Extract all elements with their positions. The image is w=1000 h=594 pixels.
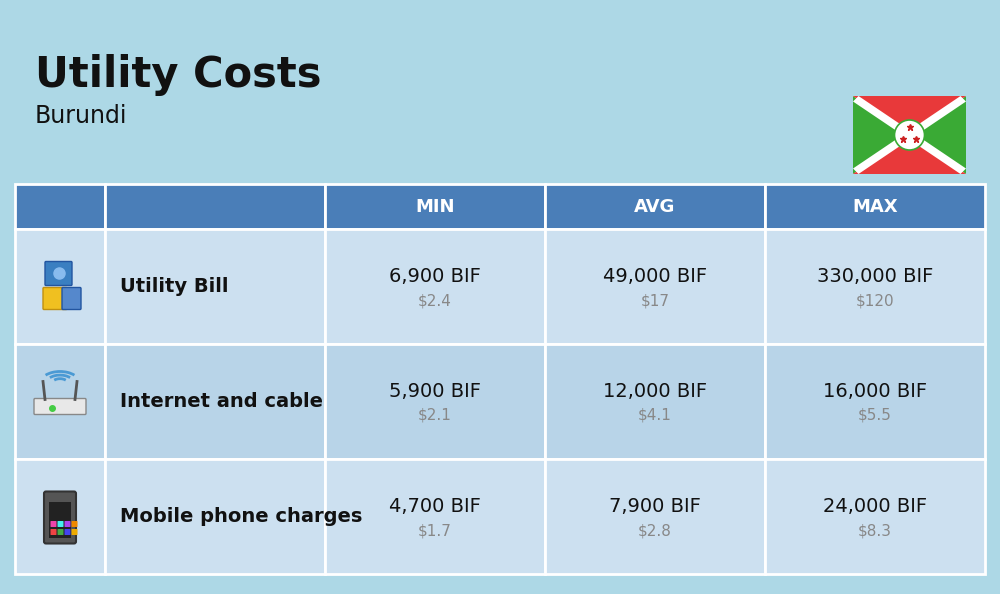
Text: Utility Costs: Utility Costs [35,54,322,96]
FancyBboxPatch shape [64,529,70,535]
Text: $5.5: $5.5 [858,408,892,423]
Text: MAX: MAX [852,197,898,216]
Text: 7,900 BIF: 7,900 BIF [609,497,701,516]
Polygon shape [853,96,910,174]
Polygon shape [853,96,966,174]
FancyBboxPatch shape [72,529,78,535]
Text: 5,900 BIF: 5,900 BIF [389,382,481,401]
FancyBboxPatch shape [765,184,985,229]
FancyBboxPatch shape [853,96,966,174]
FancyBboxPatch shape [105,229,325,344]
FancyBboxPatch shape [44,491,76,544]
Text: $2.4: $2.4 [418,293,452,308]
FancyBboxPatch shape [765,229,985,344]
FancyBboxPatch shape [50,521,56,527]
FancyBboxPatch shape [15,229,105,344]
FancyBboxPatch shape [72,521,78,527]
FancyBboxPatch shape [545,184,765,229]
FancyBboxPatch shape [105,184,325,229]
Polygon shape [853,135,966,174]
FancyBboxPatch shape [545,229,765,344]
Text: $120: $120 [856,293,894,308]
FancyBboxPatch shape [15,459,105,574]
FancyBboxPatch shape [58,529,64,535]
Text: $4.1: $4.1 [638,408,672,423]
Text: Mobile phone charges: Mobile phone charges [120,507,362,526]
Text: 49,000 BIF: 49,000 BIF [603,267,707,286]
FancyBboxPatch shape [105,459,325,574]
FancyBboxPatch shape [43,287,67,309]
FancyBboxPatch shape [545,459,765,574]
Text: Internet and cable: Internet and cable [120,392,323,411]
Polygon shape [910,96,966,174]
FancyBboxPatch shape [325,344,545,459]
FancyBboxPatch shape [62,287,81,309]
FancyBboxPatch shape [325,459,545,574]
Text: MIN: MIN [415,197,455,216]
Text: 330,000 BIF: 330,000 BIF [817,267,933,286]
Text: 6,900 BIF: 6,900 BIF [389,267,481,286]
FancyBboxPatch shape [105,344,325,459]
FancyBboxPatch shape [34,399,86,415]
Text: $2.1: $2.1 [418,408,452,423]
Text: AVG: AVG [634,197,676,216]
FancyBboxPatch shape [325,229,545,344]
Polygon shape [853,96,966,174]
FancyBboxPatch shape [325,184,545,229]
FancyBboxPatch shape [15,184,105,229]
FancyBboxPatch shape [45,261,72,286]
FancyBboxPatch shape [50,529,56,535]
FancyBboxPatch shape [58,521,64,527]
Text: $1.7: $1.7 [418,523,452,538]
Circle shape [895,120,924,150]
FancyBboxPatch shape [765,344,985,459]
FancyBboxPatch shape [15,344,105,459]
Text: 16,000 BIF: 16,000 BIF [823,382,927,401]
Text: Utility Bill: Utility Bill [120,277,228,296]
Text: Burundi: Burundi [35,104,128,128]
Text: $8.3: $8.3 [858,523,892,538]
Text: $17: $17 [640,293,670,308]
Polygon shape [853,96,966,135]
Text: 4,700 BIF: 4,700 BIF [389,497,481,516]
FancyBboxPatch shape [765,459,985,574]
FancyBboxPatch shape [64,521,70,527]
FancyBboxPatch shape [545,344,765,459]
Text: 24,000 BIF: 24,000 BIF [823,497,927,516]
Text: $2.8: $2.8 [638,523,672,538]
FancyBboxPatch shape [49,501,71,538]
Text: 12,000 BIF: 12,000 BIF [603,382,707,401]
